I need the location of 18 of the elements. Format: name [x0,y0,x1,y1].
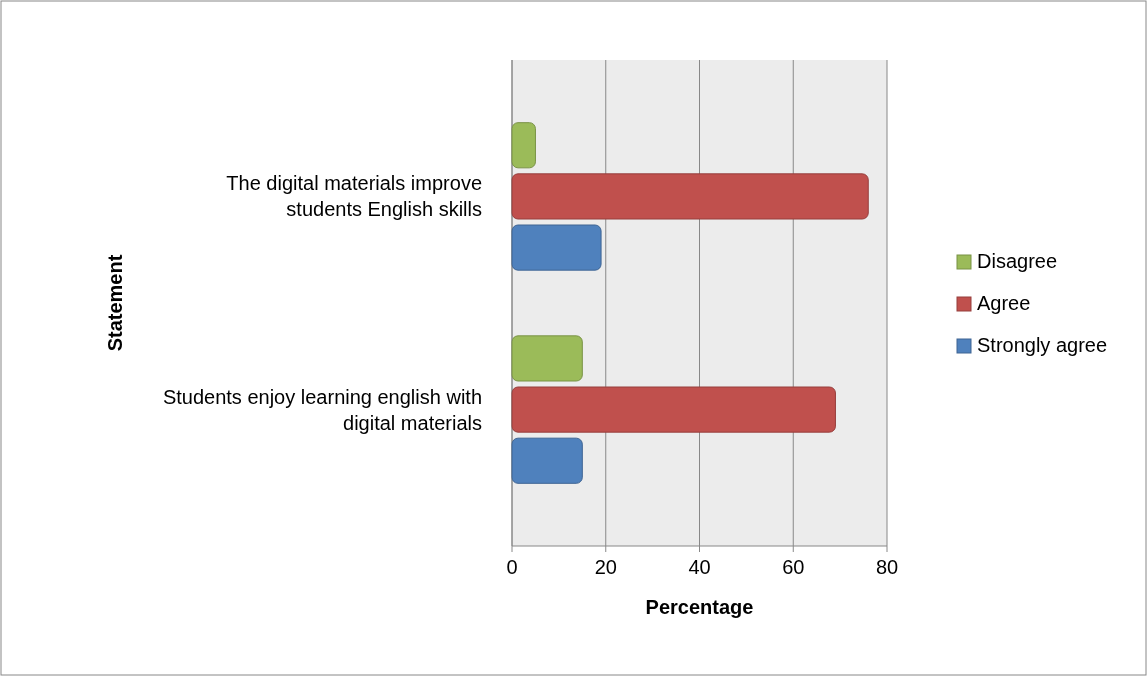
bar [511,224,602,271]
legend-label: Agree [977,292,1031,314]
bar [511,386,836,433]
bar [511,173,869,220]
bar [511,122,536,169]
legend-label: Strongly agree [977,334,1108,356]
bar [511,335,583,382]
x-tick-label: 20 [594,556,617,578]
y-axis-title: Statement [104,254,126,352]
legend-label: Disagree [977,250,1058,272]
x-tick-label: 40 [688,556,711,578]
y-tick-label: Students enjoy learning english with digital materials [162,385,482,434]
bar [511,437,583,484]
x-tick-label: 0 [506,556,518,578]
x-axis-title: Percentage [645,596,754,618]
y-tick-label: The digital materials improve students English skills [226,172,482,221]
x-tick-label: 80 [875,556,899,578]
x-tick-label: 60 [782,556,805,578]
